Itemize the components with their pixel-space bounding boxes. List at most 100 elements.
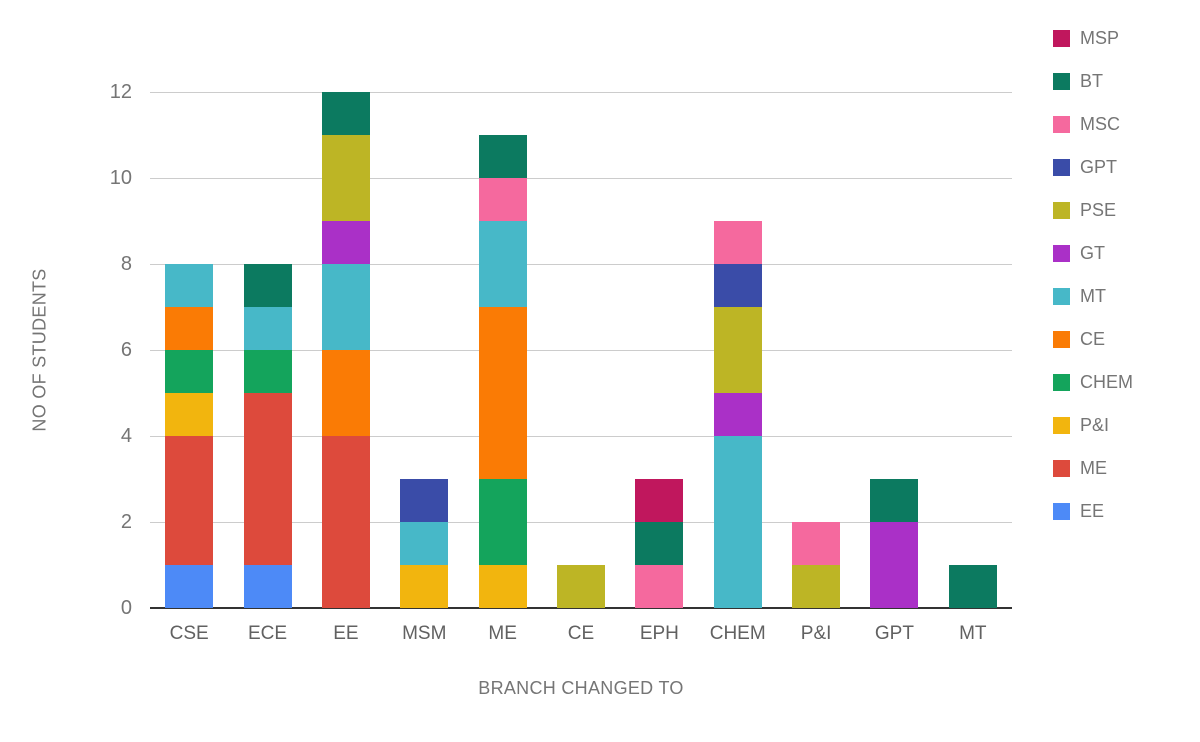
- bar-segment-GPT-GT[interactable]: [870, 522, 919, 608]
- legend-swatch-ME: [1053, 459, 1070, 477]
- x-tick-label-P&I: P&I: [800, 623, 832, 644]
- x-tick-label-EPH: EPH: [639, 623, 679, 644]
- x-axis-baseline: [150, 607, 1012, 609]
- legend-item-P&I[interactable]: P&I: [1053, 416, 1133, 434]
- bar-segment-ECE-ME[interactable]: [243, 393, 292, 565]
- x-tick-label-CE: CE: [567, 623, 595, 644]
- legend-label-MSP: MSP: [1080, 28, 1120, 48]
- legend-label-P&I: P&I: [1080, 415, 1110, 435]
- legend-swatch-EE: [1053, 502, 1070, 520]
- bar-segment-EE-BT[interactable]: [321, 92, 370, 135]
- legend-swatch-GT: [1053, 244, 1070, 262]
- bar-segment-ECE-CHEM[interactable]: [243, 350, 292, 393]
- legend-label-EE: EE: [1080, 501, 1105, 521]
- bar-segment-ME-CE[interactable]: [478, 307, 527, 479]
- legend-swatch-BT: [1053, 72, 1070, 90]
- legend-swatch-MT: [1053, 287, 1070, 305]
- legend-item-MSC[interactable]: MSC: [1053, 115, 1133, 133]
- bar-segment-ECE-MT[interactable]: [243, 307, 292, 350]
- legend-label-GPT: GPT: [1080, 157, 1118, 177]
- bar-segment-ECE-EE[interactable]: [243, 565, 292, 608]
- legend-item-GPT[interactable]: GPT: [1053, 158, 1133, 176]
- legend-item-GT[interactable]: GT: [1053, 244, 1133, 262]
- bar-segment-P&I-PSE[interactable]: [792, 565, 841, 608]
- x-tick-label-MT: MT: [959, 623, 987, 644]
- bar-segment-MSM-GPT[interactable]: [400, 479, 449, 522]
- bar-segment-CHEM-GT[interactable]: [713, 393, 762, 436]
- legend-swatch-MSP: [1053, 29, 1070, 47]
- bar-segment-EE-CE[interactable]: [321, 350, 370, 436]
- legend-label-BT: BT: [1080, 71, 1104, 91]
- legend-swatch-GPT: [1053, 158, 1070, 176]
- bar-segment-CSE-P&I[interactable]: [165, 393, 214, 436]
- bar-segment-ME-BT[interactable]: [478, 135, 527, 178]
- legend: MSP BT MSC GPT PSE GT MT CE CHEM P&I ME EE: [1053, 29, 1133, 520]
- bar-segment-CHEM-MT[interactable]: [713, 436, 762, 608]
- legend-item-MT[interactable]: MT: [1053, 287, 1133, 305]
- legend-label-MSC: MSC: [1080, 114, 1120, 134]
- bar-segment-EE-GT[interactable]: [321, 221, 370, 264]
- bar-segment-CSE-CHEM[interactable]: [165, 350, 214, 393]
- bar-segment-GPT-BT[interactable]: [870, 479, 919, 522]
- bar-segment-CSE-MT[interactable]: [165, 264, 214, 307]
- bar-segment-CHEM-PSE[interactable]: [713, 307, 762, 393]
- bar-segment-EE-MT[interactable]: [321, 264, 370, 350]
- legend-swatch-MSC: [1053, 115, 1070, 133]
- bar-segment-CSE-CE[interactable]: [165, 307, 214, 350]
- bar-segment-CE-PSE[interactable]: [557, 565, 605, 608]
- bar-segment-CHEM-GPT[interactable]: [713, 264, 762, 307]
- legend-item-PSE[interactable]: PSE: [1053, 201, 1133, 219]
- y-tick-label-8: 8: [120, 253, 132, 275]
- x-tick-label-MSM: MSM: [402, 623, 447, 644]
- x-tick-label-EE: EE: [333, 623, 359, 644]
- bar-segment-ME-P&I[interactable]: [478, 565, 527, 608]
- bar-segment-EE-PSE[interactable]: [321, 135, 370, 221]
- y-tick-label-4: 4: [120, 425, 132, 447]
- legend-label-ME: ME: [1080, 458, 1107, 478]
- legend-item-CE[interactable]: CE: [1053, 330, 1133, 348]
- legend-item-EE[interactable]: EE: [1053, 502, 1133, 520]
- gridline-4: [150, 436, 1012, 437]
- gridline-8: [150, 264, 1012, 265]
- x-axis-title: BRANCH CHANGED TO: [478, 678, 684, 698]
- gridline-2: [150, 522, 1012, 523]
- bar-segment-CSE-ME[interactable]: [165, 436, 214, 565]
- bar-segment-ME-MT[interactable]: [478, 221, 527, 307]
- legend-item-ME[interactable]: ME: [1053, 459, 1133, 477]
- x-tick-label-CSE: CSE: [169, 623, 209, 644]
- legend-item-MSP[interactable]: MSP: [1053, 29, 1133, 47]
- legend-item-BT[interactable]: BT: [1053, 72, 1133, 90]
- x-tick-label-ECE: ECE: [248, 623, 288, 644]
- gridline-12: [150, 92, 1012, 93]
- gridline-10: [150, 178, 1012, 179]
- x-tick-label-ME: ME: [488, 623, 517, 644]
- bar-segment-ME-CHEM[interactable]: [478, 479, 527, 565]
- y-tick-label-0: 0: [120, 597, 132, 619]
- legend-label-CHEM: CHEM: [1080, 372, 1133, 392]
- bar-segment-P&I-MSC[interactable]: [792, 522, 841, 565]
- bar-segment-ME-MSC[interactable]: [478, 178, 527, 221]
- bar-segment-EE-ME[interactable]: [321, 436, 370, 608]
- bar-segment-MT-BT[interactable]: [948, 565, 997, 608]
- legend-item-CHEM[interactable]: CHEM: [1053, 373, 1133, 391]
- bar-segment-CHEM-MSC[interactable]: [713, 221, 762, 264]
- bar-segment-MSM-P&I[interactable]: [400, 565, 449, 608]
- bar-segment-ECE-BT[interactable]: [243, 264, 292, 307]
- legend-swatch-P&I: [1053, 416, 1070, 434]
- legend-label-GT: GT: [1080, 243, 1105, 263]
- y-tick-label-2: 2: [120, 511, 132, 533]
- legend-swatch-CE: [1053, 330, 1070, 348]
- legend-swatch-PSE: [1053, 201, 1070, 219]
- y-tick-label-10: 10: [109, 167, 132, 189]
- x-tick-label-GPT: GPT: [874, 623, 914, 644]
- y-tick-label-12: 12: [109, 81, 132, 103]
- bar-segment-MSM-MT[interactable]: [400, 522, 449, 565]
- x-tick-label-CHEM: CHEM: [709, 623, 766, 644]
- bar-segment-CSE-EE[interactable]: [165, 565, 214, 608]
- bar-segment-EPH-MSC[interactable]: [635, 565, 684, 608]
- bar-segment-EPH-MSP[interactable]: [635, 479, 684, 522]
- legend-label-PSE: PSE: [1080, 200, 1117, 220]
- bar-segment-EPH-BT[interactable]: [635, 522, 684, 565]
- y-axis-title: NO OF STUDENTS: [29, 268, 50, 432]
